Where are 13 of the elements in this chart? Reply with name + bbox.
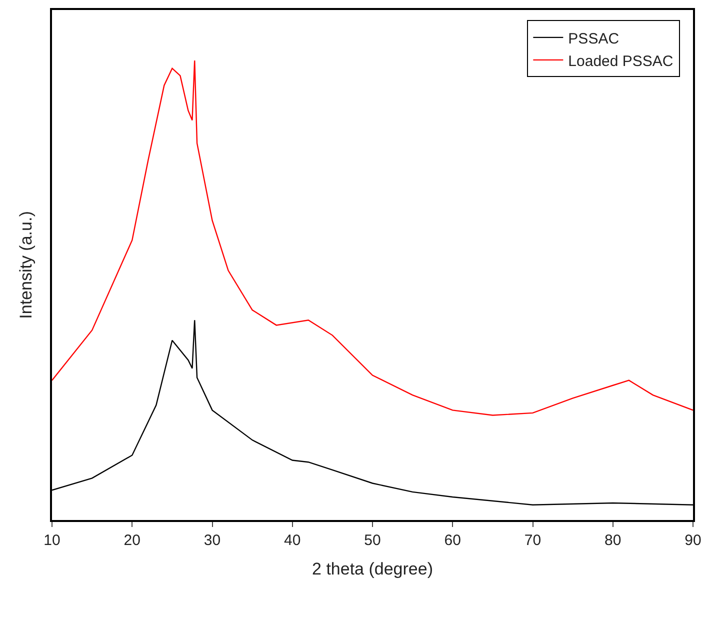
x-tick-label: 30: [204, 532, 221, 549]
x-tick-label: 50: [364, 532, 381, 549]
x-tick-label: 20: [124, 532, 140, 549]
x-tick-label: 60: [444, 532, 461, 549]
x-tick-label: 90: [684, 532, 702, 549]
x-tick-label: 10: [44, 532, 60, 549]
x-tick-label: 40: [284, 532, 301, 549]
x-tick-label: 70: [524, 532, 542, 549]
x-tick-label: 80: [604, 532, 622, 549]
legend-label: Loaded PSSAC: [568, 52, 674, 70]
legend-label: PSSAC: [568, 30, 620, 48]
y-axis-title: Intensity (a.u.): [16, 211, 36, 319]
x-axis-title: 2 theta (degree): [312, 560, 433, 579]
